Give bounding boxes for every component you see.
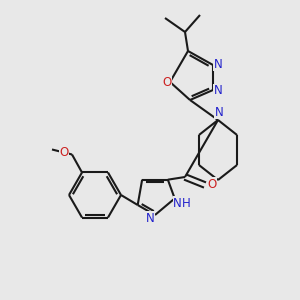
Text: O: O [59, 146, 69, 159]
Text: N: N [146, 212, 154, 224]
Text: O: O [162, 76, 172, 88]
Text: N: N [214, 58, 222, 70]
Text: O: O [207, 178, 217, 190]
Text: N: N [214, 85, 222, 98]
Text: H: H [182, 197, 191, 210]
Text: N: N [173, 197, 182, 210]
Text: N: N [214, 106, 224, 118]
